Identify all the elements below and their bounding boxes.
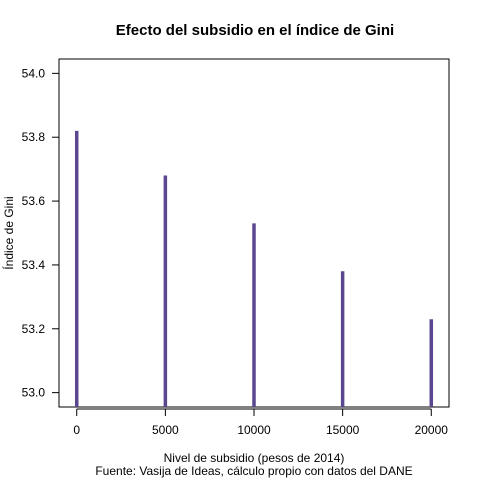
y-tick-label: 53.2	[22, 322, 46, 336]
y-axis: 53.0 53.2 53.4 53.6 53.8 54.0	[22, 66, 60, 400]
y-tick-label: 53.6	[22, 194, 46, 208]
y-axis-label: Índice de Gini	[1, 196, 16, 269]
y-tick-label: 54.0	[22, 66, 46, 80]
source-caption: Fuente: Vasija de Ideas, cálculo propio …	[95, 464, 412, 478]
y-tick-label: 53.8	[22, 130, 46, 144]
x-tick-label: 5000	[152, 423, 179, 437]
chart-title: Efecto del subsidio en el índice de Gini	[116, 22, 394, 39]
x-axis-label: Nivel de subsidio (pesos de 2014)	[164, 451, 345, 465]
x-tick-label: 0	[73, 423, 80, 437]
y-tick-label: 53.4	[22, 258, 46, 272]
x-tick-label: 10000	[237, 423, 271, 437]
x-axis: 0 5000 10000 15000 20000	[73, 408, 449, 437]
y-tick-label: 53.0	[22, 386, 46, 400]
bars-group	[74, 130, 434, 407]
x-tick-label: 15000	[326, 423, 360, 437]
x-tick-label: 20000	[415, 423, 449, 437]
